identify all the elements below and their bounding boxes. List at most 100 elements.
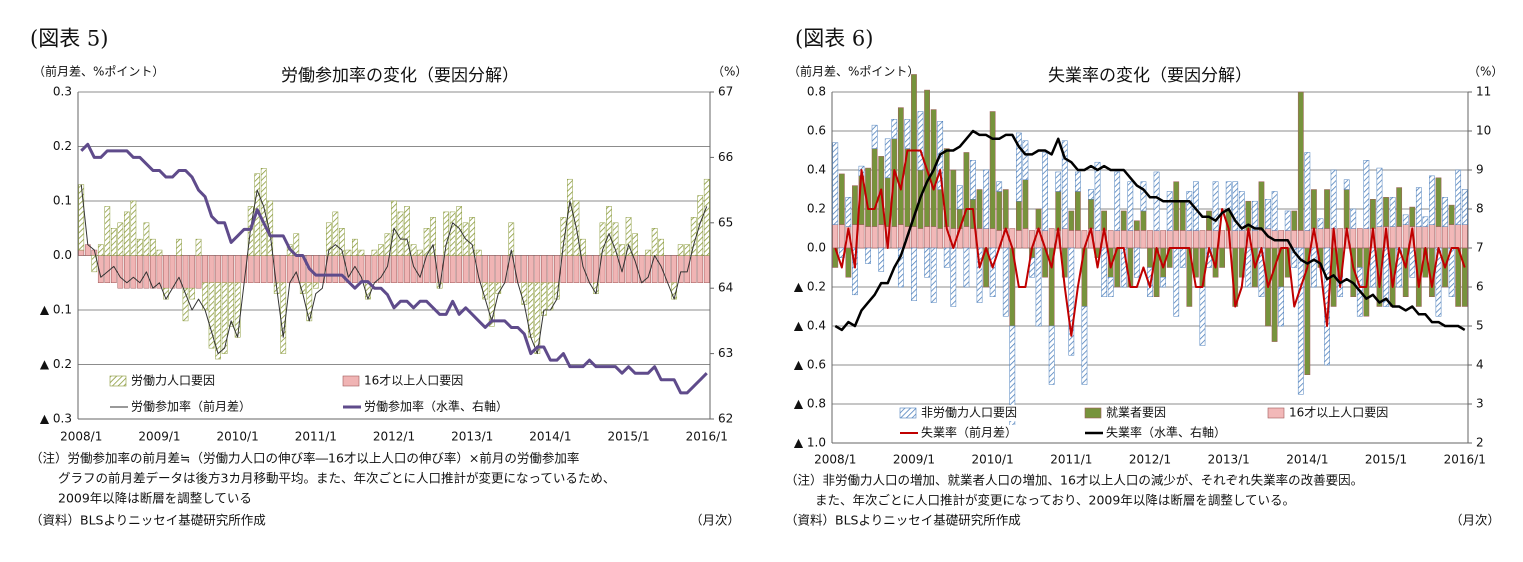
bar: [871, 226, 878, 249]
bar: [208, 255, 215, 283]
bar: [1383, 197, 1389, 227]
bar: [845, 197, 852, 227]
legend-label: 16才以上人口要因: [364, 374, 463, 388]
bar: [1271, 247, 1278, 342]
x-tick-label: 2013/1: [1208, 453, 1250, 467]
legend-label: 労働参加率（前月差）: [131, 399, 251, 414]
bar: [475, 249, 482, 256]
bar: [1225, 181, 1232, 212]
bar: [1356, 247, 1363, 268]
bar: [1134, 247, 1140, 278]
x-tick-label: 2010/1: [217, 430, 259, 444]
bar: [482, 255, 489, 283]
bar: [1055, 191, 1062, 231]
figure-label: (図表 5): [30, 27, 108, 51]
bar: [838, 173, 845, 225]
bar: [352, 238, 358, 256]
chart-title: 失業率の変化（要因分解）: [1048, 66, 1252, 86]
bar: [1173, 181, 1180, 231]
bar: [580, 255, 586, 283]
bar: [567, 255, 573, 283]
bar: [956, 185, 963, 210]
bar: [215, 282, 221, 360]
bar: [456, 206, 463, 256]
bar: [1015, 132, 1022, 202]
bar: [78, 249, 85, 256]
bar: [612, 255, 619, 283]
bar: [1179, 247, 1186, 268]
bar: [1140, 210, 1147, 231]
bar: [891, 226, 898, 249]
bar: [1140, 230, 1147, 249]
bar: [202, 255, 208, 283]
bar: [514, 255, 521, 283]
bar: [1350, 208, 1357, 229]
bar: [989, 228, 996, 249]
bar: [1075, 191, 1081, 231]
bar: [371, 255, 378, 283]
bar: [456, 255, 463, 283]
bar: [651, 228, 658, 256]
bar: [1337, 228, 1344, 249]
x-tick-label: 2011/1: [295, 430, 337, 444]
bar: [996, 191, 1003, 231]
legend-bg: [108, 399, 255, 415]
bar: [286, 255, 293, 283]
bar: [1304, 230, 1311, 249]
bar: [871, 148, 878, 227]
bar: [78, 184, 85, 251]
bar: [1107, 277, 1114, 297]
bar: [1068, 247, 1075, 356]
bar: [950, 247, 957, 307]
bar: [449, 255, 456, 283]
bar: [1297, 230, 1304, 249]
bar: [1134, 230, 1140, 249]
bar: [1206, 230, 1212, 249]
bar: [365, 255, 371, 283]
bar: [1206, 210, 1212, 231]
bar: [697, 195, 704, 256]
bar: [983, 228, 989, 249]
bar: [137, 238, 143, 256]
y-tick-label: ▲ 0.4: [794, 319, 826, 333]
x-tick-label: 2008/1: [60, 430, 102, 444]
bar: [897, 247, 904, 288]
bar: [1160, 277, 1166, 288]
y2-axis-label: （%）: [1468, 65, 1503, 79]
bar: [1291, 247, 1298, 268]
bar: [632, 255, 638, 283]
bar: [1252, 230, 1258, 249]
source: （資料）BLSよりニッセイ基礎研究所作成: [30, 513, 266, 528]
x-tick-label: 2012/1: [1129, 453, 1171, 467]
bar: [1022, 140, 1029, 180]
bar: [1409, 206, 1416, 227]
y-tick-label: ▲ 0.3: [40, 412, 72, 426]
bar: [501, 255, 508, 283]
bar: [917, 111, 924, 171]
y2-tick-label: 7: [1476, 241, 1484, 255]
bar: [567, 178, 573, 256]
bar: [117, 222, 124, 256]
bar: [234, 282, 241, 338]
legend-bg: [898, 405, 1021, 421]
bar: [976, 247, 983, 303]
bar: [378, 244, 384, 256]
bar: [1094, 230, 1101, 249]
y-axis-label: （前月差、%ポイント）: [33, 64, 164, 79]
bar: [423, 228, 430, 256]
bar: [1088, 189, 1094, 200]
bar: [891, 119, 898, 140]
bar: [195, 255, 202, 289]
y-tick-label: 0.6: [807, 124, 826, 138]
bar: [254, 255, 261, 283]
bar: [924, 89, 930, 227]
bar: [1252, 200, 1258, 231]
x-tick-label: 2014/1: [529, 430, 571, 444]
bar: [619, 255, 625, 283]
legend-label: 労働力人口要因: [131, 374, 215, 388]
bar: [1015, 200, 1022, 231]
bar: [1389, 226, 1396, 249]
bar: [521, 255, 528, 283]
bar: [865, 226, 871, 249]
